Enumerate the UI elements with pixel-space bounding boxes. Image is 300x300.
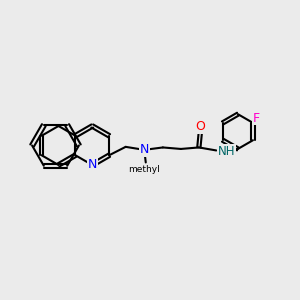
Text: O: O bbox=[195, 120, 205, 133]
Text: F: F bbox=[253, 112, 260, 125]
Text: N: N bbox=[88, 158, 97, 172]
Text: NH: NH bbox=[218, 145, 235, 158]
Text: methyl: methyl bbox=[128, 164, 160, 173]
Text: N: N bbox=[140, 143, 149, 156]
